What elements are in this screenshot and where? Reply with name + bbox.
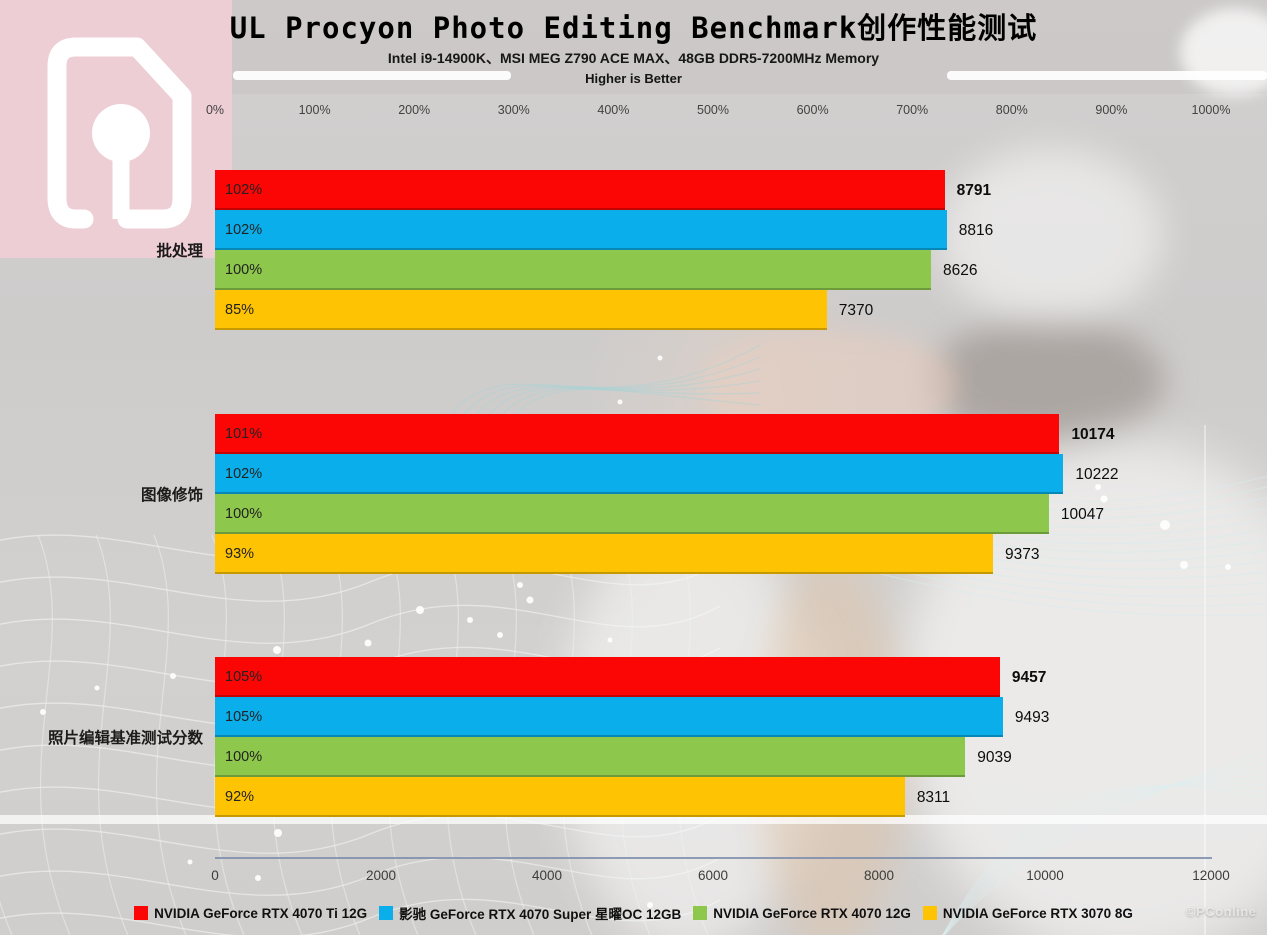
top-axis-tick: 900% <box>1095 103 1128 117</box>
bar: 85% <box>215 290 827 330</box>
bottom-axis-tick: 8000 <box>863 868 895 883</box>
value-label: 9457 <box>1011 669 1047 686</box>
legend-label: NVIDIA GeForce RTX 3070 8G <box>942 905 1133 921</box>
value-label: 8791 <box>956 182 992 199</box>
value-label: 9373 <box>1004 546 1040 563</box>
top-axis-tick: 800% <box>995 103 1028 117</box>
bar: 100% <box>215 494 1049 534</box>
percent-label: 85% <box>225 302 255 318</box>
category-label: 批处理 <box>156 243 203 260</box>
background-white-stripe <box>233 71 511 80</box>
percent-label: 102% <box>225 466 263 482</box>
top-axis-tick: 1000% <box>1191 103 1231 117</box>
percent-label: 93% <box>225 546 255 562</box>
percent-label: 105% <box>225 709 263 725</box>
top-axis-tick: 600% <box>796 103 829 117</box>
legend-label: 影驰 GeForce RTX 4070 Super 星曜OC 12GB <box>399 907 682 922</box>
bar: 93% <box>215 534 993 574</box>
top-axis-tick: 100% <box>298 103 331 117</box>
legend-item: NVIDIA GeForce RTX 4070 Ti 12G <box>134 906 367 921</box>
value-label: 8311 <box>916 789 951 806</box>
bar: 102% <box>215 454 1064 494</box>
background-photo-blob <box>1180 8 1267 96</box>
bar: 100% <box>215 737 966 777</box>
value-label: 9039 <box>977 749 1012 766</box>
percent-label: 105% <box>225 669 263 685</box>
legend-label: NVIDIA GeForce RTX 4070 Ti 12G <box>154 905 368 921</box>
top-axis-tick: 200% <box>398 103 431 117</box>
percent-label: 100% <box>225 749 263 765</box>
bar: 105% <box>215 657 1000 697</box>
percent-label: 100% <box>225 262 263 278</box>
category-label: 照片编辑基准测试分数 <box>47 730 203 747</box>
bottom-axis-tick: 6000 <box>697 868 729 883</box>
bar: 102% <box>215 170 945 210</box>
x-axis-line <box>215 857 1212 859</box>
bar: 105% <box>215 697 1003 737</box>
bar: 102% <box>215 210 947 250</box>
value-label: 8626 <box>942 262 978 279</box>
percent-label: 102% <box>225 222 263 238</box>
background-white-stripe <box>947 71 1267 80</box>
bottom-axis-tick: 2000 <box>365 868 397 883</box>
legend-item: 影驰 GeForce RTX 4070 Super 星曜OC 12GB <box>379 903 681 923</box>
legend-label: NVIDIA GeForce RTX 4070 12G <box>713 905 911 921</box>
percent-label: 101% <box>225 426 263 442</box>
legend-swatch-icon <box>693 906 708 920</box>
watermark: ©PConline <box>1186 904 1257 919</box>
value-label: 8816 <box>958 222 994 239</box>
legend-swatch-icon <box>134 906 149 920</box>
bar: 101% <box>215 414 1060 454</box>
percent-label: 102% <box>225 182 263 198</box>
bar: 92% <box>215 777 905 817</box>
value-label: 7370 <box>838 302 874 319</box>
bottom-axis-tick: 12000 <box>1192 868 1230 883</box>
percent-label: 92% <box>225 789 255 805</box>
bottom-axis-tick: 10000 <box>1026 868 1064 883</box>
percent-label: 100% <box>225 506 263 522</box>
top-axis-tick: 700% <box>896 103 929 117</box>
brand-logo <box>0 0 232 258</box>
bottom-axis-tick: 4000 <box>531 868 563 883</box>
value-label: 10222 <box>1075 466 1119 483</box>
legend-swatch-icon <box>379 906 394 920</box>
value-label: 10047 <box>1060 506 1104 523</box>
value-label: 10174 <box>1071 426 1115 443</box>
top-axis-tick: 500% <box>697 103 729 117</box>
procyon-document-logo-icon <box>47 37 192 229</box>
top-axis-tick: 400% <box>597 103 630 117</box>
top-axis-tick: 0% <box>205 103 225 117</box>
legend-item: NVIDIA GeForce RTX 4070 12G <box>693 906 911 921</box>
legend-swatch-icon <box>922 906 937 920</box>
background-top-band <box>232 0 1267 94</box>
legend-item: NVIDIA GeForce RTX 3070 8G <box>922 905 1133 921</box>
legend: NVIDIA GeForce RTX 4070 Ti 12G 影驰 GeForce… <box>0 902 1267 924</box>
value-label: 9493 <box>1014 709 1050 726</box>
category-label: 图像修饰 <box>140 487 203 504</box>
bar: 100% <box>215 250 931 290</box>
bottom-axis-tick: 0 <box>211 868 219 883</box>
top-axis-tick: 300% <box>497 103 530 117</box>
